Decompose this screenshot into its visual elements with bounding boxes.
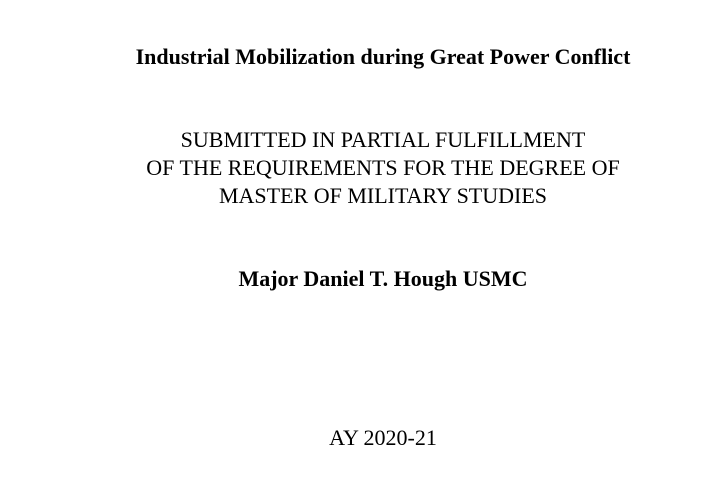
academic-year: AY 2020-21 (329, 425, 437, 450)
submission-line-3: MASTER OF MILITARY STUDIES (218, 183, 548, 208)
submission-line-1: SUBMITTED IN PARTIAL FULFILLMENT (180, 127, 586, 152)
author-name: Major Daniel T. Hough USMC (238, 266, 528, 291)
document-title: Industrial Mobilization during Great Pow… (135, 44, 631, 69)
submission-line-2: OF THE REQUIREMENTS FOR THE DEGREE OF (146, 155, 620, 180)
